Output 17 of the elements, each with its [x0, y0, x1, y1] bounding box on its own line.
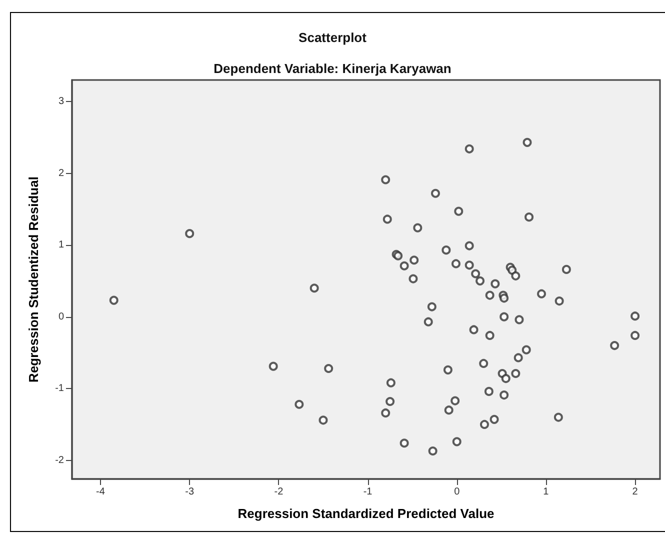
chart-subtitle: Dependent Variable: Kinerja Karyawan — [214, 61, 452, 76]
chart-title: Scatterplot — [298, 30, 368, 45]
y-tick-label: 1 — [58, 240, 64, 251]
y-tick-label: 3 — [58, 96, 64, 108]
x-tick-label: 1 — [543, 486, 550, 498]
y-tick-label: -2 — [55, 454, 64, 466]
x-tick-label: 2 — [632, 486, 638, 498]
y-tick-label: 0 — [58, 311, 64, 322]
x-tick-label: -4 — [96, 486, 106, 498]
x-tick-label: 0 — [454, 486, 460, 498]
x-axis-title: Regression Standardized Predicted Value — [238, 506, 494, 521]
x-tick-label: -3 — [185, 486, 194, 498]
y-tick-label: 2 — [58, 168, 64, 179]
x-tick-label: -1 — [363, 486, 373, 498]
y-tick-label: -1 — [55, 383, 64, 394]
y-axis-title: Regression Studentized Residual — [26, 176, 41, 382]
x-tick-label: -2 — [274, 486, 284, 498]
